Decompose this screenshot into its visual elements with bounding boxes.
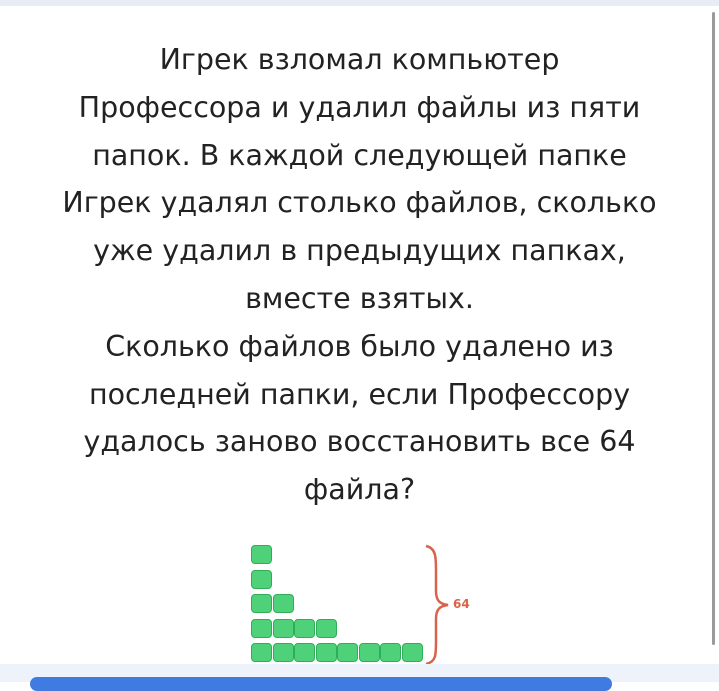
file-block — [272, 618, 294, 638]
problem-line: удалось заново восстановить все 64 — [83, 425, 636, 459]
brace-icon — [425, 544, 449, 666]
file-block — [251, 594, 272, 613]
file-block — [315, 618, 337, 638]
top-bar — [0, 0, 719, 6]
file-block — [401, 643, 423, 662]
file-block — [294, 643, 315, 662]
problem-line: вместе взятых. — [245, 281, 474, 315]
file-block — [294, 618, 315, 638]
file-block — [251, 545, 272, 564]
answer-bar[interactable] — [30, 677, 612, 691]
file-block — [272, 594, 294, 613]
file-block — [251, 643, 272, 662]
file-block — [337, 643, 358, 662]
total-label: 64 — [453, 597, 470, 611]
file-block — [380, 643, 401, 662]
problem-line: файла? — [303, 473, 416, 507]
scrollbar[interactable] — [712, 12, 715, 645]
file-block — [251, 569, 272, 589]
problem-line: последней папки, если Профессору — [88, 377, 631, 411]
problem-line: Профессора и удалил файлы из пяти — [78, 90, 641, 124]
problem-line: папок. В каждой следующей папке — [92, 138, 627, 172]
file-block — [251, 618, 272, 638]
problem-line: Игрек удалял столько файлов, сколько — [62, 186, 657, 220]
problem-line: уже удалил в предыдущих папках, — [93, 234, 626, 268]
file-block — [315, 643, 337, 662]
problem-text: Игрек взломал компьютер Профессора и уда… — [0, 36, 719, 514]
problem-line: Игрек взломал компьютер — [159, 43, 560, 76]
problem-line: Сколько файлов было удалено из — [105, 329, 614, 363]
file-block — [358, 643, 380, 662]
file-block — [272, 643, 294, 662]
